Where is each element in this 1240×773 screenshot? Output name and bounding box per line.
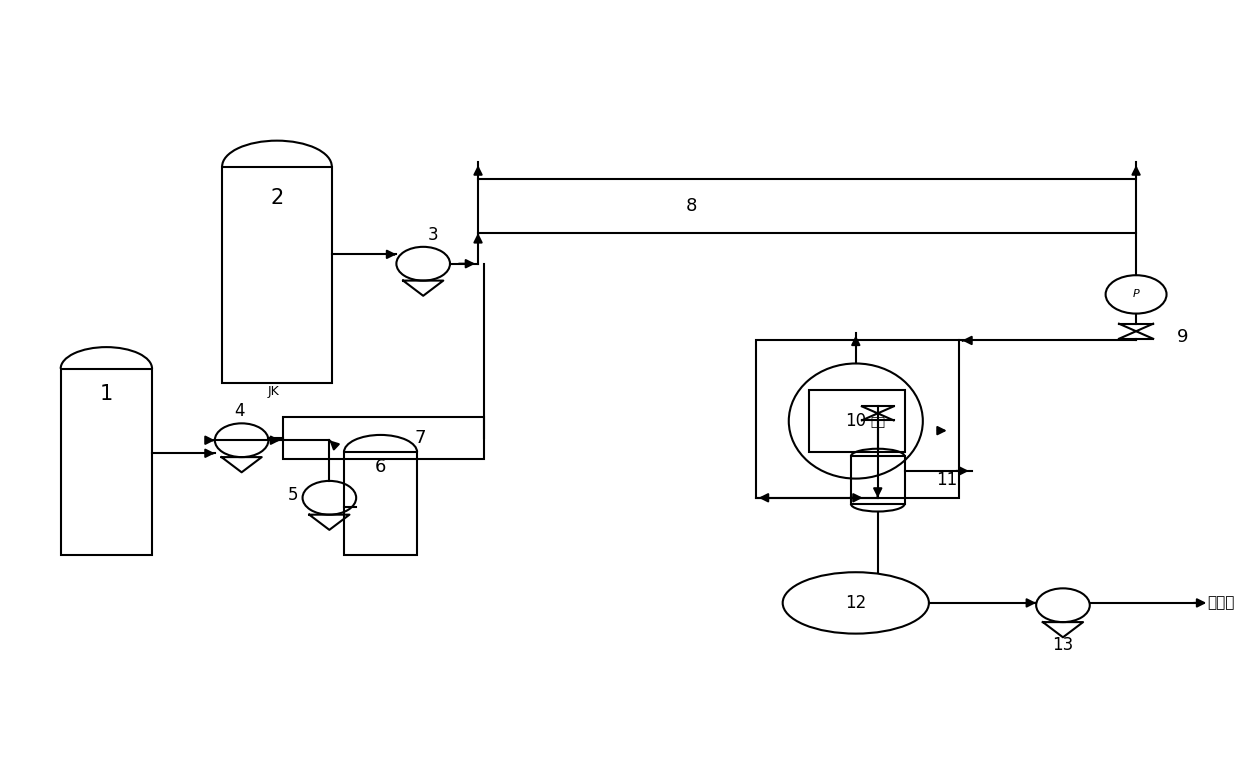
Text: P: P: [1132, 289, 1140, 299]
Text: 2: 2: [270, 189, 284, 209]
Bar: [756, 340, 960, 498]
Text: 4: 4: [234, 402, 244, 420]
Text: 13: 13: [1053, 636, 1074, 654]
Text: 8: 8: [686, 197, 697, 215]
Text: 去精馏: 去精馏: [1207, 595, 1234, 611]
Text: 9: 9: [1177, 328, 1188, 346]
Bar: [222, 166, 332, 383]
Text: 10: 10: [846, 412, 867, 430]
Bar: [810, 390, 904, 451]
Text: 3: 3: [428, 226, 438, 243]
Text: 11: 11: [936, 471, 957, 489]
Bar: [851, 456, 904, 504]
Bar: [479, 179, 1136, 233]
Bar: [283, 417, 484, 459]
Text: 12: 12: [846, 594, 867, 612]
Text: 5: 5: [288, 485, 298, 504]
Bar: [343, 452, 417, 555]
Text: 1: 1: [99, 384, 113, 404]
Text: JK: JK: [268, 386, 279, 398]
Text: 6: 6: [374, 458, 386, 476]
Bar: [61, 369, 153, 555]
Text: 7: 7: [414, 429, 425, 448]
Text: 逃空: 逃空: [870, 416, 885, 429]
